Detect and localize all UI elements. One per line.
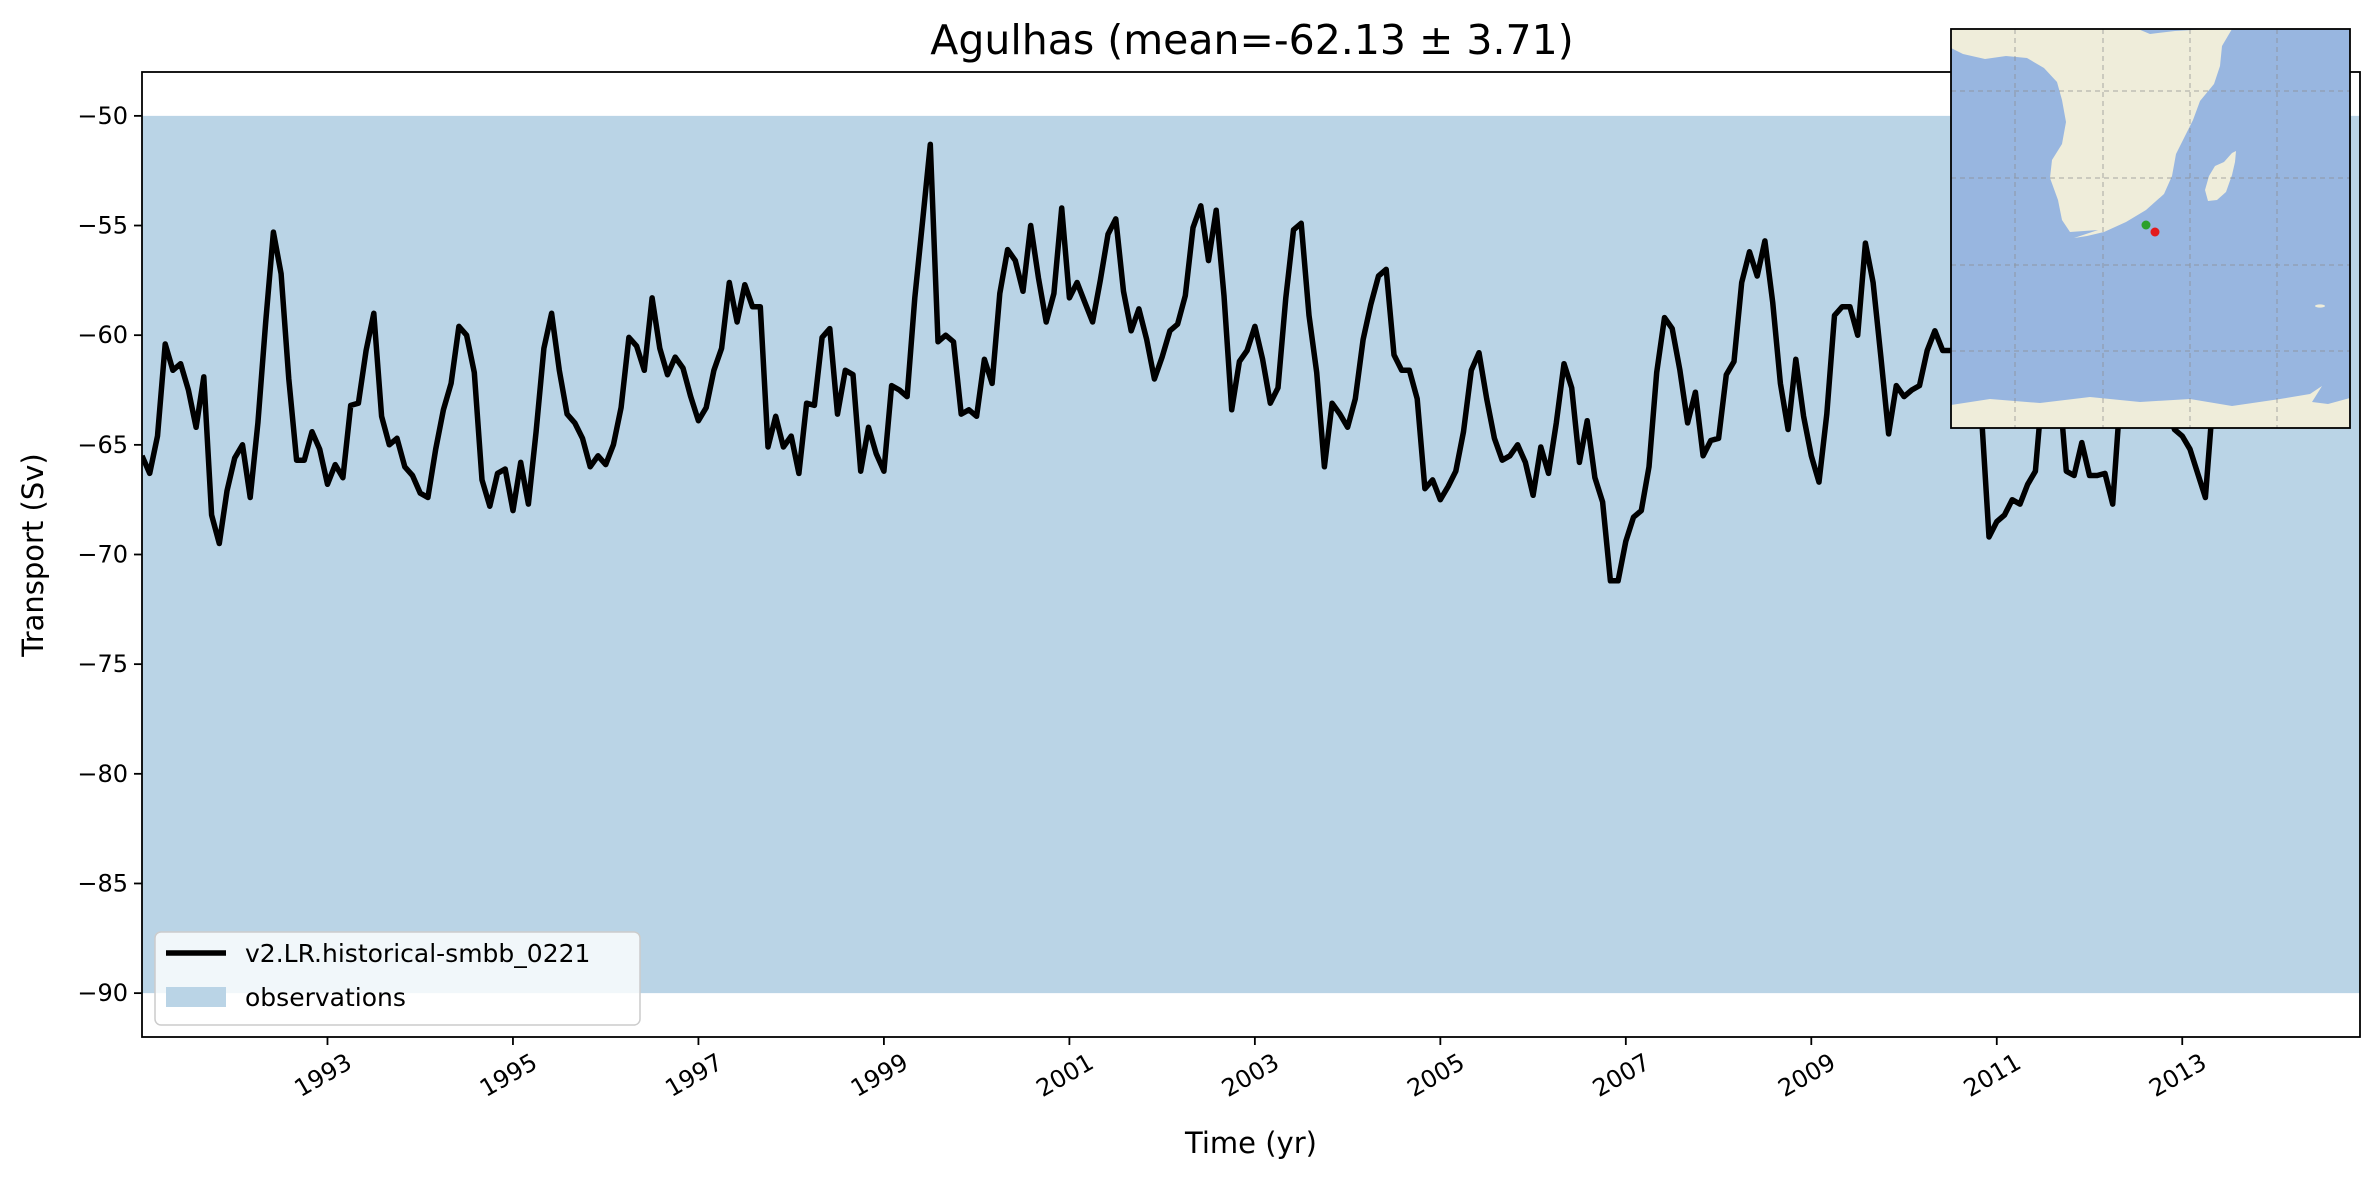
y-tick-label: −70: [77, 541, 128, 569]
inset-map: [1950, 28, 2351, 429]
x-tick-label: 2001: [1031, 1048, 1098, 1103]
chart-title: Agulhas (mean=-62.13 ± 3.71): [930, 16, 1573, 64]
x-tick-label: 1993: [290, 1048, 357, 1103]
y-tick-label: −55: [77, 212, 128, 240]
y-tick-label: −85: [77, 869, 128, 897]
legend-observations-swatch: [166, 987, 226, 1007]
map-section-end-marker: [2150, 227, 2160, 237]
legend-box: [154, 931, 641, 1026]
x-tick-label: 1995: [475, 1048, 542, 1103]
legend-label-observations: observations: [245, 983, 406, 1012]
y-tick-label: −65: [77, 431, 128, 459]
x-tick-label: 2007: [1588, 1048, 1655, 1103]
x-tick-label: 2009: [1773, 1048, 1840, 1103]
legend: v2.LR.historical-smbb_0221 observations: [154, 931, 641, 1026]
map-africa: [1951, 29, 2232, 238]
x-tick-label: 2003: [1217, 1048, 1284, 1103]
y-axis: −90 −85 −80 −75 −70 −65 −60 −55 −50: [77, 102, 142, 1007]
x-tick-label: 2011: [1959, 1048, 2026, 1103]
map-section-start-marker: [2141, 220, 2151, 230]
y-tick-label: −80: [77, 760, 128, 788]
x-axis: 1993 1995 1997 1999 2001 2003 2005 2007 2009 2011…: [290, 1037, 2211, 1103]
y-tick-label: −60: [77, 321, 128, 349]
y-tick-label: −50: [77, 102, 128, 130]
map-madagascar: [2205, 151, 2236, 201]
map-island: [2315, 304, 2325, 308]
y-tick-label: −90: [77, 979, 128, 1007]
x-tick-label: 2005: [1402, 1048, 1469, 1103]
x-axis-label: Time (yr): [1184, 1126, 1317, 1160]
legend-label-series: v2.LR.historical-smbb_0221: [245, 939, 590, 968]
x-tick-label: 1997: [661, 1048, 728, 1103]
series-line-historical: [142, 141, 2293, 584]
y-axis-label: Transport (Sv): [16, 453, 50, 658]
x-tick-label: 1999: [846, 1048, 913, 1103]
y-tick-label: −75: [77, 650, 128, 678]
map-antarctica: [1951, 386, 2350, 428]
map-gridlines: [1951, 29, 2350, 428]
x-tick-label: 2013: [2144, 1048, 2211, 1103]
inset-map-frame: [1950, 28, 2351, 429]
